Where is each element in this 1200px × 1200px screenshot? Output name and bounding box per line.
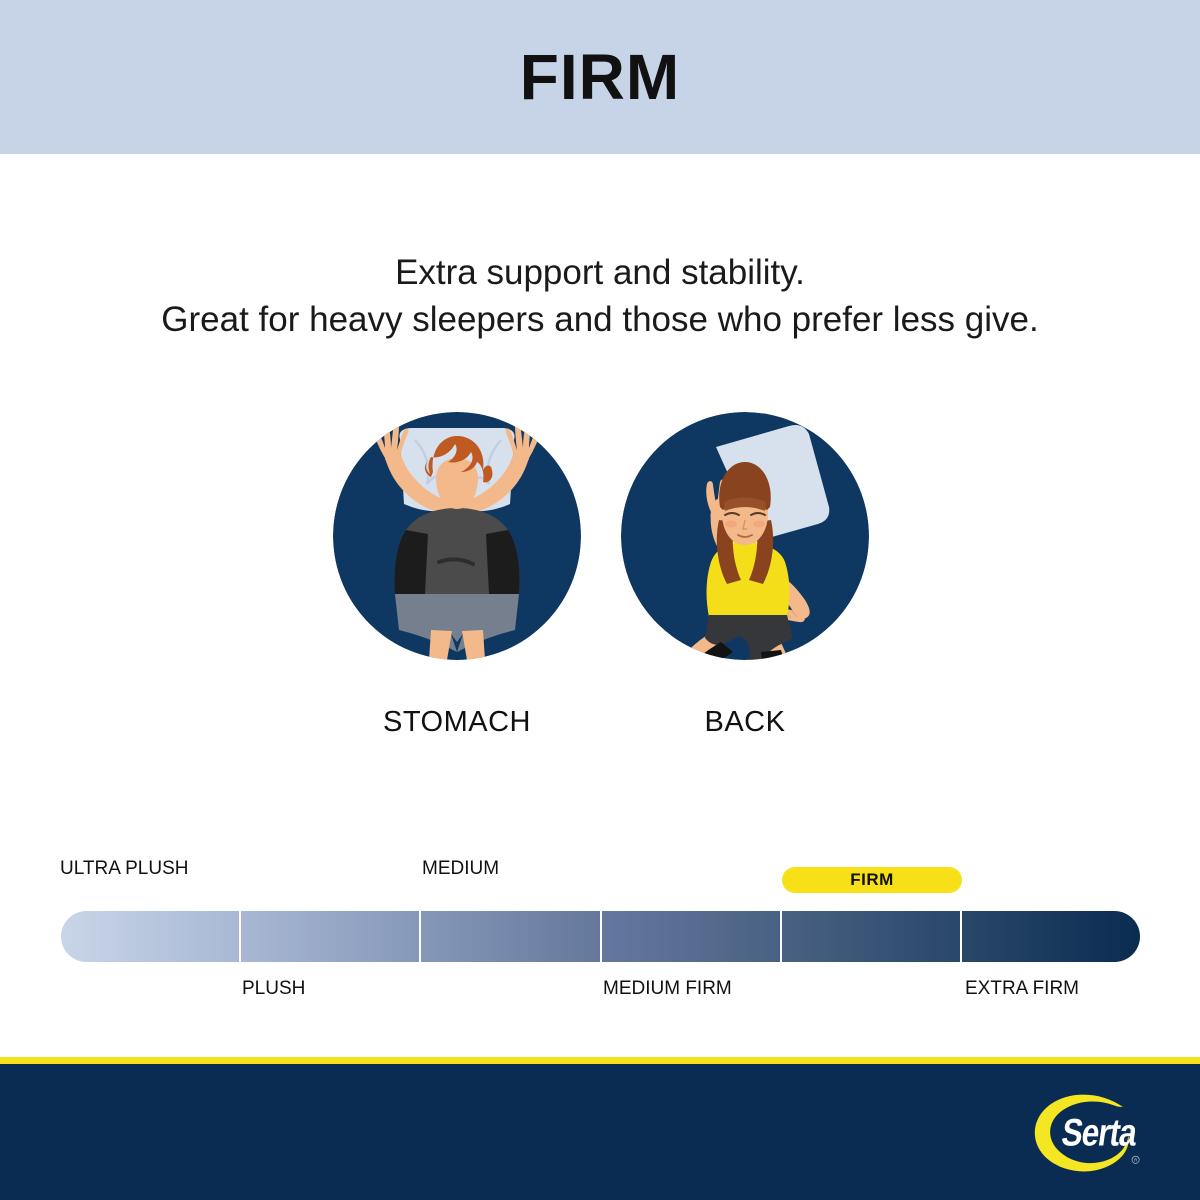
svg-text:R: R (1134, 1158, 1137, 1163)
